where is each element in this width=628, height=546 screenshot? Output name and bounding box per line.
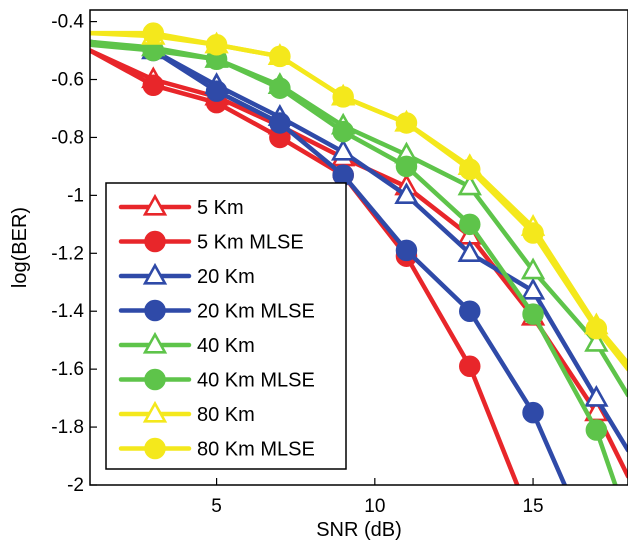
legend-box [105, 182, 347, 470]
series-20-km-mlse-point [395, 239, 418, 262]
legend-label: 5 Km [197, 197, 244, 219]
series-5-km-mlse-line [90, 48, 520, 485]
legend-swatch-marker [142, 262, 168, 285]
series-40-km-mlse-line [90, 42, 618, 485]
y-tick-label: -0.6 [51, 70, 84, 91]
series-20-km-mlse-point [332, 164, 354, 186]
legend-label: 20 Km MLSE [197, 301, 315, 323]
x-axis-label: SNR (dB) [316, 519, 402, 541]
series-80-km-mlse-line [90, 30, 628, 372]
x-tick-label: 15 [522, 496, 543, 517]
series-20-km-point [330, 138, 356, 161]
series-80-km-mlse-point [395, 112, 418, 134]
series-80-km-mlse-point [205, 34, 228, 56]
x-tick-label: 10 [364, 496, 385, 517]
series-20-km-mlse-point [205, 80, 228, 102]
series-40-km-point [457, 173, 482, 196]
legend-item: 80 Km MLSE [118, 437, 315, 461]
legend-item: 40 Km MLSE [118, 368, 315, 392]
series-80-km-mlse-point [522, 222, 544, 244]
legend-label: 20 Km [197, 266, 255, 288]
legend-label: 80 Km MLSE [197, 439, 315, 461]
series-40-km-point [520, 257, 546, 280]
legend-item: 40 Km [118, 331, 255, 357]
series-40-km-mlse-point [585, 419, 608, 441]
legend-label: 5 Km MLSE [197, 232, 304, 254]
series-40-km-mlse-point [332, 120, 354, 143]
legend-label: 40 Km [197, 335, 255, 357]
x-tick-label: 5 [211, 496, 222, 517]
legend-swatch-marker [144, 299, 166, 322]
legend-label: 40 Km MLSE [197, 370, 315, 392]
series-40-km-mlse-point [522, 303, 544, 325]
legend-item: 20 Km MLSE [118, 299, 315, 323]
series-80-km-mlse-point [585, 317, 608, 340]
legend-swatch-marker [142, 331, 168, 354]
series-80-km-mlse-point [459, 158, 481, 181]
plot-frame [89, 9, 628, 486]
legend-swatch-marker [144, 437, 166, 460]
y-tick-label: -1 [67, 185, 84, 206]
series-40-km-mlse-point [459, 213, 481, 236]
legend-item: 20 Km [118, 262, 255, 288]
series-20-km-point [520, 277, 546, 300]
y-tick-label: -2 [67, 475, 84, 496]
series-20-km-point [584, 384, 609, 407]
series-40-km-point [584, 329, 609, 352]
series-80-km-mlse-point [332, 86, 354, 108]
y-tick-label: -1.4 [51, 301, 84, 322]
series-20-km-mlse-point [269, 112, 291, 134]
series-40-km-mlse-point [395, 155, 418, 178]
series-40-km-mlse-point [269, 77, 291, 99]
series-80-km-mlse-point [269, 45, 291, 68]
y-tick-label: -0.8 [51, 127, 84, 148]
y-axis-label: log(BER) [9, 207, 31, 288]
legend-swatch-marker [144, 368, 166, 391]
legend-swatch-marker [142, 400, 168, 423]
legend-item: 5 Km [118, 193, 244, 219]
series-80-km-mlse-point [142, 22, 165, 44]
series-group [90, 22, 628, 485]
legend-item: 5 Km MLSE [118, 230, 304, 254]
series-5-km-mlse-point [459, 355, 481, 377]
legend-swatch-marker [142, 193, 168, 216]
legend-label: 80 Km [197, 404, 255, 426]
y-tick-label: -1.8 [51, 417, 84, 438]
legend-item: 80 Km [118, 400, 255, 426]
y-tick-label: -1.2 [51, 243, 84, 264]
series-20-km-line [90, 39, 628, 453]
legend: 5 Km 5 Km MLSE 20 Km 20 Km MLSE 40 Km 40 Km M… [105, 182, 347, 470]
series-5-km-mlse-point [142, 74, 165, 97]
y-tick-label: -0.4 [51, 12, 84, 33]
series-20-km-point [457, 240, 482, 262]
series-20-km-point [394, 182, 419, 205]
series-20-km-mlse-point [459, 300, 481, 322]
series-20-km-mlse-point [522, 401, 544, 424]
legend-swatch-marker [144, 230, 166, 253]
y-tick-label: -1.6 [51, 359, 84, 380]
